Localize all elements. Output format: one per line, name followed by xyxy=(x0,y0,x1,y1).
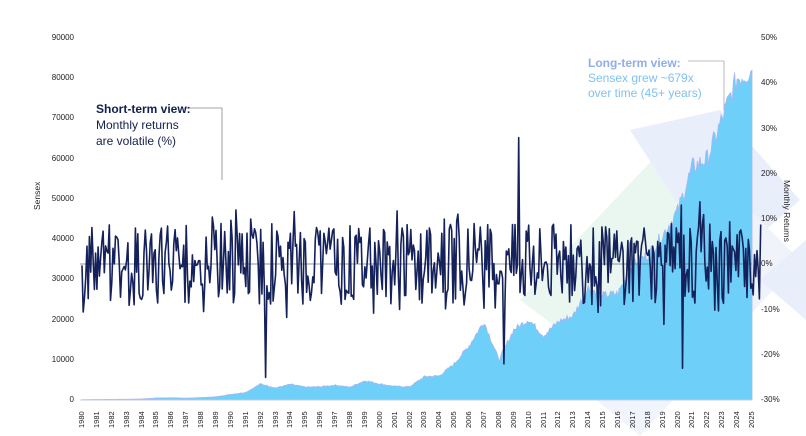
x-tick: 2022 xyxy=(702,411,712,428)
x-tick: 2003 xyxy=(419,411,429,428)
right-tick: 20% xyxy=(761,168,778,178)
x-tick: 1994 xyxy=(285,411,295,428)
long-term-title: Long-term view: xyxy=(588,56,681,70)
right-tick: 40% xyxy=(761,78,778,88)
left-tick: 80000 xyxy=(51,73,74,83)
x-tick: 1985 xyxy=(151,411,161,428)
short-term-leader xyxy=(184,107,223,180)
x-tick: 1999 xyxy=(359,411,369,428)
left-tick: 70000 xyxy=(51,113,74,123)
x-tick: 2006 xyxy=(464,411,474,428)
right-axis-label: Monthly Returns xyxy=(782,180,792,242)
x-tick: 2013 xyxy=(568,411,578,428)
left-tick: 10000 xyxy=(51,354,74,364)
x-tick: 1988 xyxy=(196,411,206,428)
x-tick: 2008 xyxy=(493,411,503,428)
x-tick: 2011 xyxy=(538,411,548,428)
x-tick: 2017 xyxy=(627,411,637,428)
x-tick: 1987 xyxy=(181,411,191,428)
x-tick: 2007 xyxy=(479,411,488,428)
long-term-annotation: Long-term view: Sensex grew ~679x over t… xyxy=(588,56,702,101)
x-tick: 2015 xyxy=(598,411,608,428)
x-tick: 1980 xyxy=(77,411,86,428)
x-tick: 1996 xyxy=(315,411,325,428)
x-tick: 2023 xyxy=(717,411,727,428)
x-tick: 1986 xyxy=(166,411,176,428)
short-term-annotation: Short-term view: Monthly returns are vol… xyxy=(96,101,191,149)
left-tick: 30000 xyxy=(51,274,74,284)
x-tick: 2020 xyxy=(672,411,682,428)
x-tick: 2012 xyxy=(553,411,563,428)
long-term-line1: Sensex grew ~679x xyxy=(588,71,694,85)
right-tick: 30% xyxy=(761,123,778,133)
long-term-leader xyxy=(688,60,725,110)
x-tick: 1982 xyxy=(106,411,116,428)
x-tick: 2019 xyxy=(657,411,667,428)
left-tick: 40000 xyxy=(51,234,74,244)
x-tick: 2004 xyxy=(434,411,444,428)
x-tick: 2010 xyxy=(523,411,533,428)
x-tick: 2018 xyxy=(642,411,652,428)
x-tick: 2014 xyxy=(583,411,593,428)
right-tick: 10% xyxy=(761,214,778,223)
left-tick: 90000 xyxy=(51,33,74,42)
x-tick: 2002 xyxy=(404,411,414,428)
x-tick: 1992 xyxy=(255,411,265,428)
x-tick: 2009 xyxy=(508,411,518,428)
x-tick: 1984 xyxy=(136,411,146,428)
left-tick: 20000 xyxy=(51,314,74,324)
short-term-line2: are volatile (%) xyxy=(96,134,177,148)
x-tick: 2021 xyxy=(687,411,697,428)
short-term-line1: Monthly returns xyxy=(96,118,179,132)
monthly-returns-line xyxy=(81,136,762,379)
right-tick: -10% xyxy=(761,304,780,314)
left-tick: 50000 xyxy=(51,193,74,203)
x-tick: 2001 xyxy=(389,411,399,428)
right-tick: 50% xyxy=(761,33,778,42)
x-tick: 2024 xyxy=(732,411,742,428)
x-tick: 1993 xyxy=(270,411,280,428)
short-term-title: Short-term view: xyxy=(96,102,191,116)
x-tick: 1997 xyxy=(330,411,340,428)
sensex-area xyxy=(81,69,753,401)
x-tick: 1995 xyxy=(300,411,310,428)
x-tick: 2016 xyxy=(613,411,622,428)
left-tick: 60000 xyxy=(51,153,74,163)
x-tick: 1991 xyxy=(240,411,250,428)
left-tick: 0 xyxy=(69,395,74,404)
left-axis-label: Sensex xyxy=(32,181,42,210)
x-tick: 2005 xyxy=(449,411,459,428)
x-tick: 1989 xyxy=(211,411,220,428)
right-tick: 0% xyxy=(761,259,773,269)
x-tick: 1990 xyxy=(225,411,235,428)
long-term-line2: over time (45+ years) xyxy=(588,86,702,100)
x-tick: 1983 xyxy=(121,411,131,428)
x-tick: 1998 xyxy=(345,411,354,428)
right-tick: -30% xyxy=(761,395,780,404)
x-tick: 2025 xyxy=(747,411,756,428)
right-tick: -20% xyxy=(761,349,780,359)
x-tick: 2000 xyxy=(374,411,384,428)
x-tick: 1981 xyxy=(91,411,101,428)
